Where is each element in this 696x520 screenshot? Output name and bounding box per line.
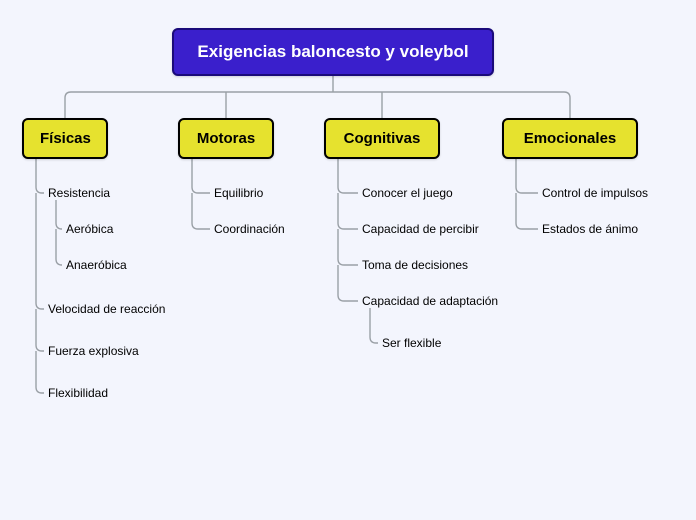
leaf-node: Capacidad de percibir: [362, 222, 479, 236]
branch-node-emocionales: Emocionales: [502, 118, 638, 159]
leaf-node: Equilibrio: [214, 186, 263, 200]
leaf-node: Anaeróbica: [66, 258, 127, 272]
leaf-node: Ser flexible: [382, 336, 441, 350]
leaf-node: Capacidad de adaptación: [362, 294, 498, 308]
root-node: Exigencias baloncesto y voleybol: [172, 28, 494, 76]
branch-node-fisicas: Físicas: [22, 118, 108, 159]
leaf-node: Aeróbica: [66, 222, 113, 236]
leaf-node: Conocer el juego: [362, 186, 453, 200]
leaf-node: Fuerza explosiva: [48, 344, 139, 358]
leaf-node: Control de impulsos: [542, 186, 648, 200]
leaf-node: Toma de decisiones: [362, 258, 468, 272]
leaf-node: Velocidad de reacción: [48, 302, 165, 316]
branch-node-motoras: Motoras: [178, 118, 274, 159]
leaf-node: Coordinación: [214, 222, 285, 236]
leaf-node: Estados de ánimo: [542, 222, 638, 236]
leaf-node: Flexibilidad: [48, 386, 108, 400]
branch-node-cognitivas: Cognitivas: [324, 118, 440, 159]
leaf-node: Resistencia: [48, 186, 110, 200]
